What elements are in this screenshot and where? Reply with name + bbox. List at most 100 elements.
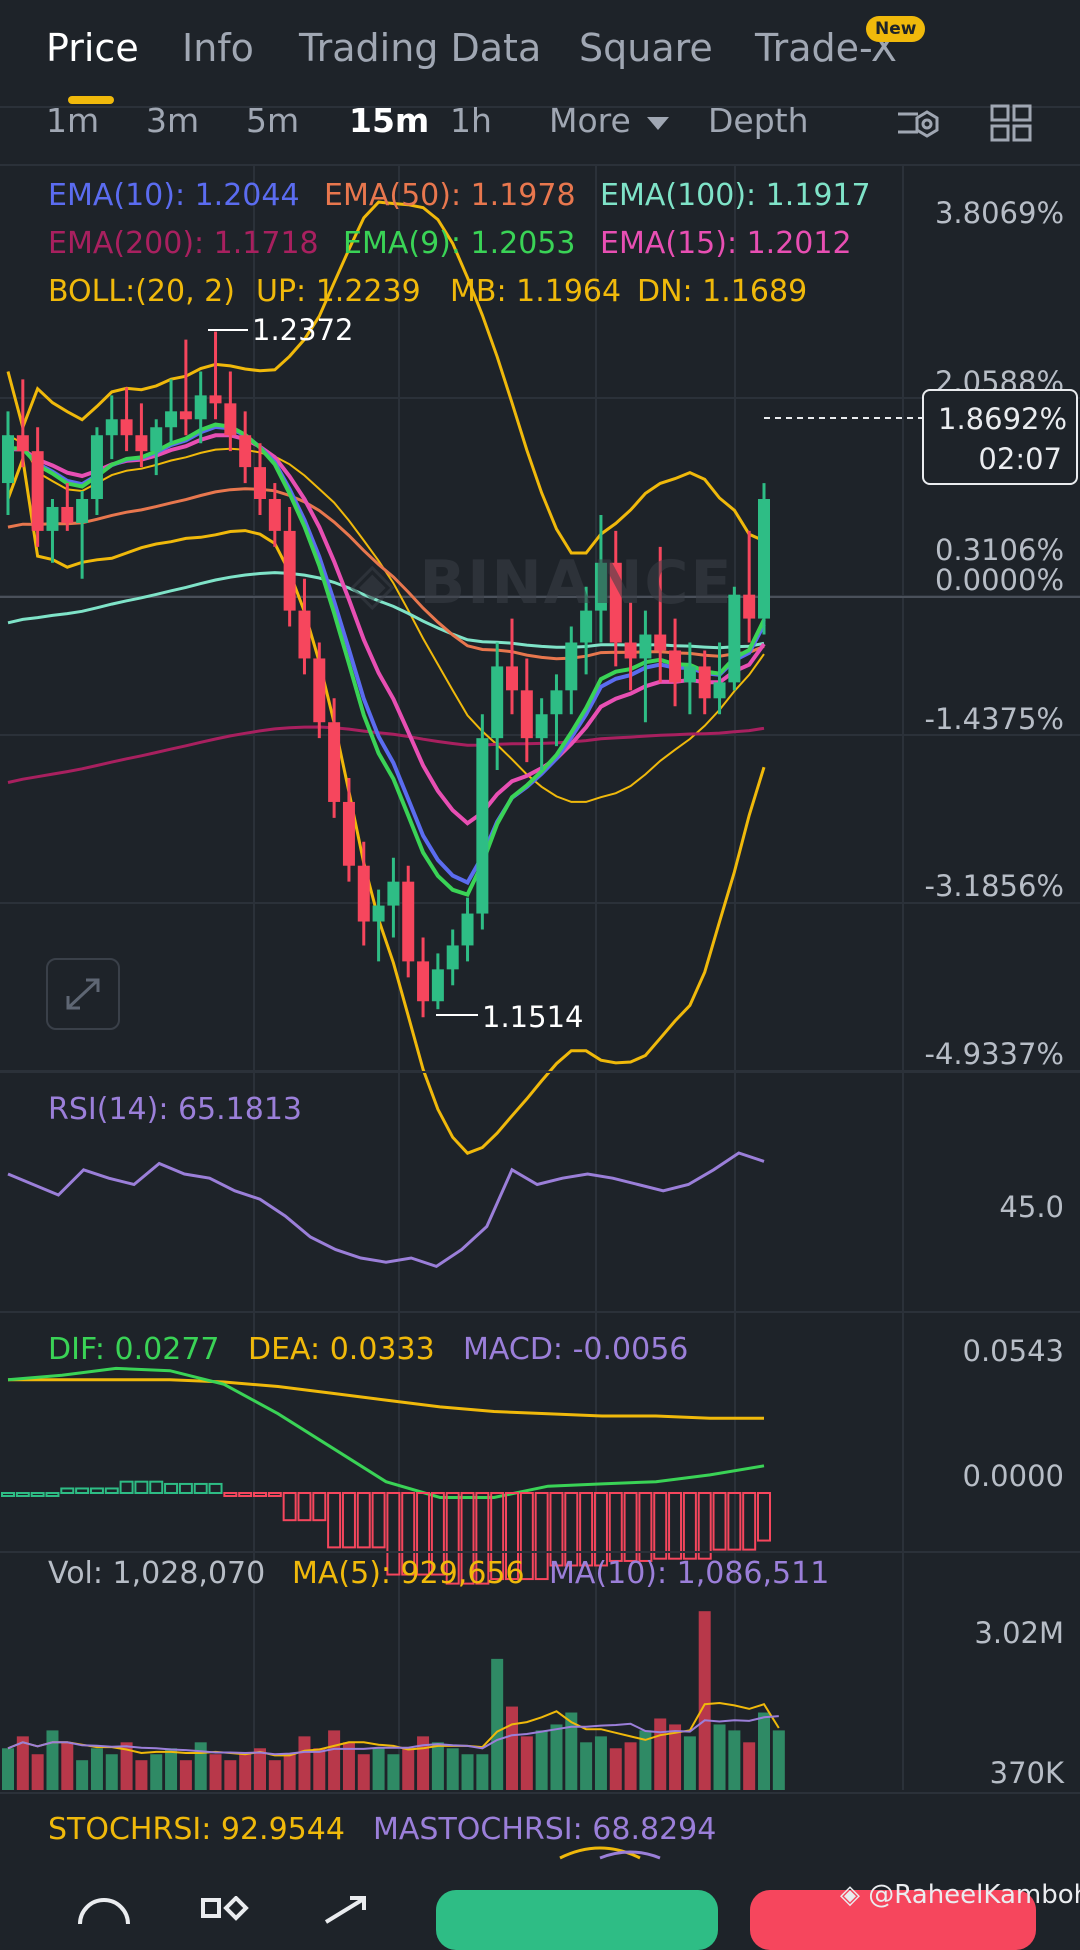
volume-bar: [520, 1736, 533, 1790]
candle-body: [16, 435, 29, 452]
macd-histogram-bar: [75, 1487, 90, 1494]
candle-body: [31, 451, 44, 531]
volume-bar: [387, 1754, 400, 1790]
volume-bar: [2, 1748, 14, 1790]
interval-15m[interactable]: 15m: [349, 101, 430, 140]
macd-histogram-bar: [519, 1492, 534, 1581]
macd-histogram-bar: [104, 1487, 119, 1494]
volume-bar: [46, 1730, 59, 1790]
axis-label: 0.0000%: [934, 563, 1064, 597]
macd-histogram-bar: [682, 1492, 697, 1560]
candle-body: [76, 499, 89, 523]
volume-bar: [313, 1748, 326, 1790]
candle-body: [476, 738, 489, 914]
volume-bar: [698, 1611, 711, 1790]
candle-body: [728, 594, 741, 683]
volume-bar: [550, 1724, 563, 1790]
macd-dea-line: [8, 1378, 764, 1420]
volume-bar: [120, 1742, 133, 1790]
volume-bar: [506, 1706, 518, 1790]
macd-histogram-bar: [742, 1492, 757, 1551]
macd-axis-zero: 0.0000: [962, 1459, 1064, 1493]
tab-square[interactable]: Square: [579, 26, 713, 70]
ema9-label: EMA(9): 1.2053: [343, 226, 576, 261]
volume-bar: [461, 1754, 474, 1790]
divider: [0, 1311, 1080, 1313]
interval-3m[interactable]: 3m: [146, 101, 200, 140]
volume-ma10-line: [7, 1715, 779, 1756]
ema100-label: EMA(100): 1.1917: [600, 178, 871, 213]
volume-bar: [713, 1724, 726, 1790]
macd-histogram-bar: [475, 1492, 490, 1585]
depth-tab[interactable]: Depth: [708, 101, 809, 140]
volume-bar: [328, 1730, 341, 1790]
macd-histogram-bar: [490, 1492, 505, 1581]
macd-histogram-bar: [712, 1492, 727, 1551]
volume-bar: [224, 1760, 237, 1790]
candle-body: [328, 722, 341, 802]
macd-histogram-bar: [727, 1492, 742, 1551]
candle-body: [713, 682, 726, 699]
boll-upper-line: [6, 200, 765, 555]
candle-body: [402, 881, 415, 962]
more-options-icon[interactable]: [200, 1896, 252, 1926]
volume-ma5-label: MA(5): 929,656: [292, 1556, 525, 1591]
chat-icon[interactable]: [76, 1896, 132, 1926]
top-tabs: Price Info Trading Data Square Trade-X N…: [0, 0, 1080, 104]
candle-body: [179, 411, 192, 420]
candle-countdown: 02:07: [978, 442, 1062, 476]
macd-histogram-bar: [549, 1492, 564, 1567]
volume-bar: [654, 1718, 667, 1790]
buy-button[interactable]: [436, 1890, 718, 1950]
volume-bar: [209, 1754, 222, 1790]
candle-body: [417, 961, 430, 1002]
macd-histogram-bar: [45, 1492, 60, 1497]
candle-body: [506, 666, 518, 691]
indicator-settings-icon[interactable]: [896, 106, 940, 142]
candle-body: [372, 905, 385, 922]
volume-bar: [179, 1760, 192, 1790]
interval-5m[interactable]: 5m: [246, 101, 300, 140]
candle-body: [209, 395, 222, 404]
interval-1m[interactable]: 1m: [46, 101, 100, 140]
macd-histogram-bar: [505, 1492, 519, 1581]
volume-bar: [31, 1754, 44, 1790]
candle-body: [446, 945, 459, 970]
volume-bar: [417, 1736, 430, 1790]
candle-body: [491, 666, 504, 739]
boll-lower-line: [6, 453, 766, 1155]
candlestick-chart[interactable]: [0, 0, 1080, 1860]
expand-chart-button[interactable]: [46, 958, 120, 1030]
volume-bar: [594, 1736, 607, 1790]
macd-histogram-bar: [697, 1492, 712, 1560]
binance-watermark-logo: ◈ BINANCE: [350, 548, 733, 618]
axis-label: -1.4375%: [924, 702, 1065, 736]
volume-ma5-line: [7, 1701, 780, 1757]
volume-axis-top: 3.02M: [974, 1616, 1064, 1650]
macd-histogram-bar: [89, 1487, 104, 1494]
volume-bar: [728, 1730, 741, 1790]
candle-body: [743, 594, 756, 619]
tab-info[interactable]: Info: [182, 26, 254, 70]
volume-bar: [61, 1742, 74, 1790]
share-icon[interactable]: [320, 1894, 370, 1924]
macd-histogram-bar: [15, 1492, 30, 1497]
candle-body: [61, 506, 74, 523]
candle-body: [535, 714, 548, 739]
tab-price[interactable]: Price: [46, 26, 139, 70]
candle-body: [594, 562, 607, 611]
volume-bar: [298, 1736, 311, 1790]
layout-grid-icon[interactable]: [990, 104, 1032, 142]
macd-histogram-bar: [430, 1492, 445, 1576]
divider: [0, 164, 1080, 166]
macd-histogram-bar: [238, 1492, 253, 1497]
macd-histogram-bar: [445, 1492, 460, 1585]
macd-histogram-bar: [341, 1492, 356, 1549]
tab-trading-data[interactable]: Trading Data: [299, 26, 542, 70]
divider: [0, 1551, 1080, 1553]
macd-histogram-bar: [134, 1480, 149, 1495]
volume-ma10-label: MA(10): 1,086,511: [549, 1556, 830, 1591]
interval-1h[interactable]: 1h: [450, 101, 492, 140]
macd-histogram-bar: [579, 1492, 594, 1567]
more-dropdown[interactable]: More: [549, 101, 670, 140]
